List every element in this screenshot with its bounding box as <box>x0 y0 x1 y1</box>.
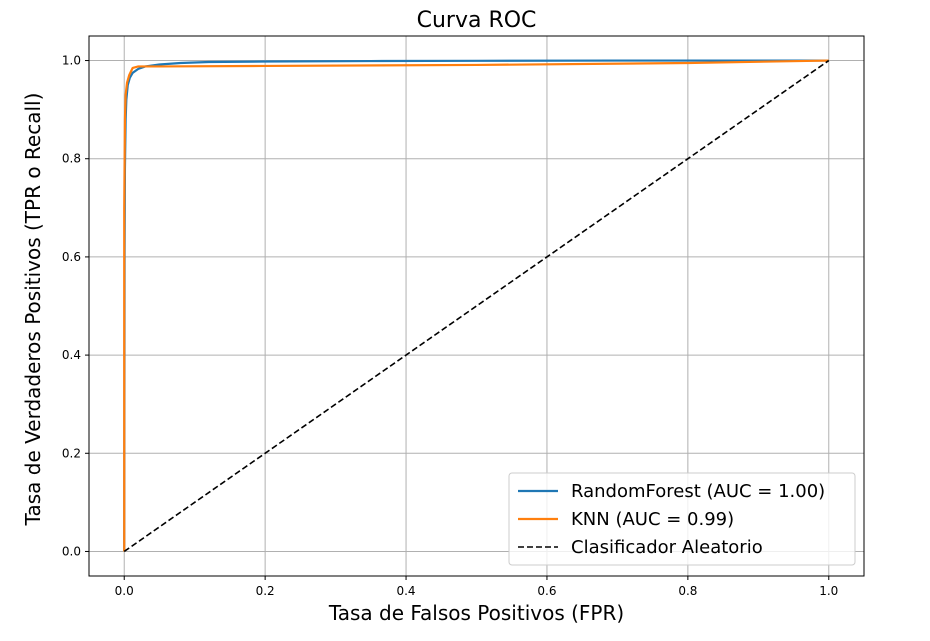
legend: RandomForest (AUC = 1.00) KNN (AUC = 0.99… <box>508 472 856 566</box>
x-tick-label: 0.8 <box>678 584 697 598</box>
axis-ticks: 0.0 0.2 0.4 0.6 0.8 1.0 0.0 0.2 0.4 0.6 0.8 1.0 <box>62 54 838 598</box>
x-tick-label: 0.2 <box>256 584 275 598</box>
y-axis-label: Tasa de Verdaderos Positivos (TPR o Reca… <box>21 93 45 527</box>
legend-box <box>508 472 856 566</box>
x-tick-label: 0.6 <box>537 584 556 598</box>
y-tick-label: 0.8 <box>62 152 81 166</box>
legend-label-0: RandomForest (AUC = 1.00) <box>571 481 825 502</box>
x-tick-label: 0.4 <box>396 584 415 598</box>
y-tick-label: 0.4 <box>62 348 81 362</box>
x-axis-label: Tasa de Falsos Positivos (FPR) <box>328 601 624 625</box>
legend-label-2: Clasificador Aleatorio <box>571 537 763 558</box>
legend-label-1: KNN (AUC = 0.99) <box>571 509 734 530</box>
grid <box>89 36 864 576</box>
x-tick-label: 1.0 <box>819 584 838 598</box>
plot-area <box>88 35 865 577</box>
y-tick-label: 1.0 <box>62 54 81 68</box>
series-line-1 <box>123 59 829 552</box>
chart-title: Curva ROC <box>417 8 537 33</box>
y-tick-label: 0.6 <box>62 250 81 264</box>
y-tick-label: 0.2 <box>62 446 81 460</box>
x-tick-label: 0.0 <box>115 584 134 598</box>
series-lines <box>123 59 830 553</box>
series-line-2 <box>123 59 830 553</box>
y-tick-label: 0.0 <box>62 544 81 558</box>
